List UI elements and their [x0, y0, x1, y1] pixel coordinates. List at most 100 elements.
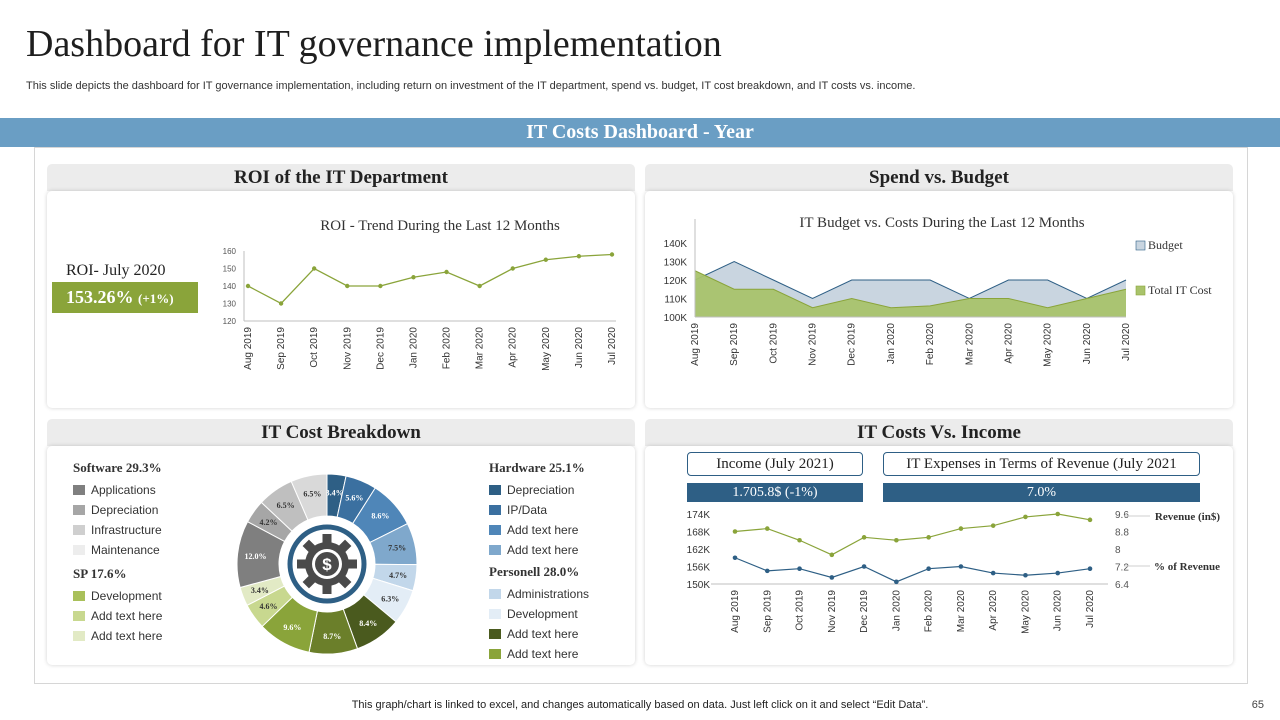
donut-slice-label: 5.6%: [345, 493, 363, 502]
donut-slice-label: 4.6%: [259, 602, 277, 611]
roi-x-tick: Nov 2019: [342, 327, 353, 370]
legend-personell-title: Personell 28.0%: [489, 564, 580, 579]
income-data-point: [1087, 566, 1093, 571]
spend-chart-title: IT Budget vs. Costs During the Last 12 M…: [799, 215, 1084, 231]
income-y-tick-left: 174K: [687, 510, 711, 521]
income-panel-title: IT Costs Vs. Income: [645, 419, 1233, 446]
legend-hardware-title: Hardware 25.1%: [489, 460, 585, 475]
page-title: Dashboard for IT governance implementati…: [26, 23, 722, 65]
roi-data-point: [543, 257, 549, 262]
roi-x-tick: Apr 2020: [508, 327, 519, 368]
roi-x-tick: Aug 2019: [243, 327, 254, 370]
donut-center-ring: [287, 524, 367, 604]
income-series-line: [734, 513, 1091, 556]
legend-swatch: [73, 485, 85, 495]
donut-slice-label: 3.4%: [326, 488, 344, 497]
roi-data-point: [345, 283, 350, 289]
roi-panel-title: ROI of the IT Department: [47, 164, 635, 191]
income-data-point: [861, 535, 867, 540]
roi-x-tick: Dec 2019: [375, 327, 386, 370]
legend-swatch: [489, 545, 501, 555]
legend-sp: SP 17.6% Development Add text here Add t…: [73, 566, 162, 646]
roi-x-tick: Feb 2020: [442, 327, 453, 370]
gear-tooth: [322, 584, 332, 594]
donut-slice-label: 8.6%: [371, 512, 389, 521]
legend-swatch: [489, 485, 501, 495]
income-panel: [645, 446, 1233, 665]
legend-swatch: [489, 649, 501, 659]
page-subtitle: This slide depicts the dashboard for IT …: [26, 80, 916, 92]
spend-y-tick: 120K: [664, 276, 688, 287]
legend-personell: Personell 28.0% Administrations Developm…: [489, 564, 589, 664]
donut-slice-label: 12.0%: [244, 552, 266, 561]
roi-data-point: [378, 283, 383, 289]
income-x-tick: Feb 2020: [924, 590, 935, 633]
spend-legend-swatch: [1135, 240, 1146, 251]
roi-x-tick: Jun 2020: [574, 327, 585, 369]
roi-chart-title: ROI - Trend During the Last 12 Months: [320, 218, 560, 234]
legend-item: Administrations: [489, 584, 589, 604]
gear-tooth: [322, 534, 332, 544]
dashboard-banner: IT Costs Dashboard - Year: [0, 118, 1280, 147]
roi-kpi-label: ROI- July 2020: [66, 262, 166, 279]
income-data-point: [958, 564, 964, 569]
legend-item: Add text here: [489, 520, 585, 540]
roi-y-tick: 120: [223, 317, 237, 326]
donut-slice-label: 9.6%: [283, 623, 301, 632]
legend-hardware: Hardware 25.1% Depreciation IP/Data Add …: [489, 460, 585, 560]
legend-swatch: [73, 505, 85, 515]
legend-item: Maintenance: [73, 540, 162, 560]
donut-slice-label: 8.4%: [359, 619, 377, 628]
gear-dollar-icon: $: [297, 534, 357, 594]
income-data-point: [797, 566, 802, 571]
spend-x-tick: Feb 2020: [925, 323, 936, 366]
income-x-tick: Oct 2019: [795, 590, 806, 631]
cost-breakdown-donut[interactable]: 3.4%5.6%8.6%7.5%4.7%6.3%8.4%8.7%9.6%4.6%…: [230, 468, 430, 664]
spend-legend-label: Total IT Cost: [1148, 283, 1212, 297]
income-data-point: [797, 537, 802, 543]
income-y-tick-left: 150K: [687, 580, 711, 591]
spend-x-tick: May 2020: [1043, 323, 1054, 367]
roi-kpi-box: 153.26% (+1%): [52, 282, 198, 313]
income-y-tick-right: 7.2: [1115, 563, 1129, 574]
income-data-point: [990, 523, 996, 528]
income-data-point: [1055, 511, 1061, 517]
donut-slice-label: 6.5%: [277, 501, 295, 510]
roi-y-tick: 150: [223, 265, 237, 274]
legend-swatch: [489, 525, 501, 535]
spend-x-tick: Aug 2019: [690, 323, 701, 366]
roi-x-tick: Jan 2020: [408, 327, 419, 369]
spend-area-chart[interactable]: IT Budget vs. Costs During the Last 12 M…: [650, 205, 1230, 400]
legend-swatch: [73, 525, 85, 535]
income-line-chart[interactable]: 150K 156K 162K 168K 174K 6.4 7.2 8 8.8 9.6 Aug 201…: [650, 504, 1230, 660]
donut-slice-label: 6.5%: [303, 489, 321, 498]
expense-kpi-label: IT Expenses in Terms of Revenue (July 20…: [883, 452, 1200, 476]
legend-item: Depreciation: [73, 500, 162, 520]
income-series-line: [734, 557, 1091, 583]
income-data-point: [732, 529, 738, 534]
spend-x-tick: Nov 2019: [808, 323, 819, 366]
income-data-point: [861, 564, 867, 569]
income-y-tick-right: 9.6: [1115, 510, 1129, 521]
income-x-tick: May 2020: [1020, 590, 1031, 634]
spend-x-tick: Jan 2020: [886, 323, 897, 365]
legend-swatch: [73, 631, 85, 641]
legend-item: Add text here: [489, 644, 589, 664]
roi-data-point: [444, 269, 449, 275]
legend-swatch: [73, 545, 85, 555]
income-x-tick: Jul 2020: [1085, 590, 1096, 628]
income-data-point: [958, 526, 964, 531]
spend-line-total-it-cost: [694, 270, 1127, 309]
income-kpi-label: Income (July 2021): [687, 452, 863, 476]
roi-data-point: [609, 252, 615, 257]
roi-data-point: [576, 254, 582, 259]
income-y-tick-right: 8: [1115, 545, 1121, 556]
roi-y-tick: 130: [223, 300, 237, 309]
roi-data-point: [278, 301, 284, 306]
legend-swatch: [489, 609, 501, 619]
legend-swatch: [489, 629, 501, 639]
income-data-point: [990, 570, 996, 576]
roi-x-tick: Oct 2019: [309, 327, 320, 368]
roi-line-chart[interactable]: ROI - Trend During the Last 12 Months 120…: [200, 205, 630, 400]
roi-series-line: [247, 253, 613, 305]
